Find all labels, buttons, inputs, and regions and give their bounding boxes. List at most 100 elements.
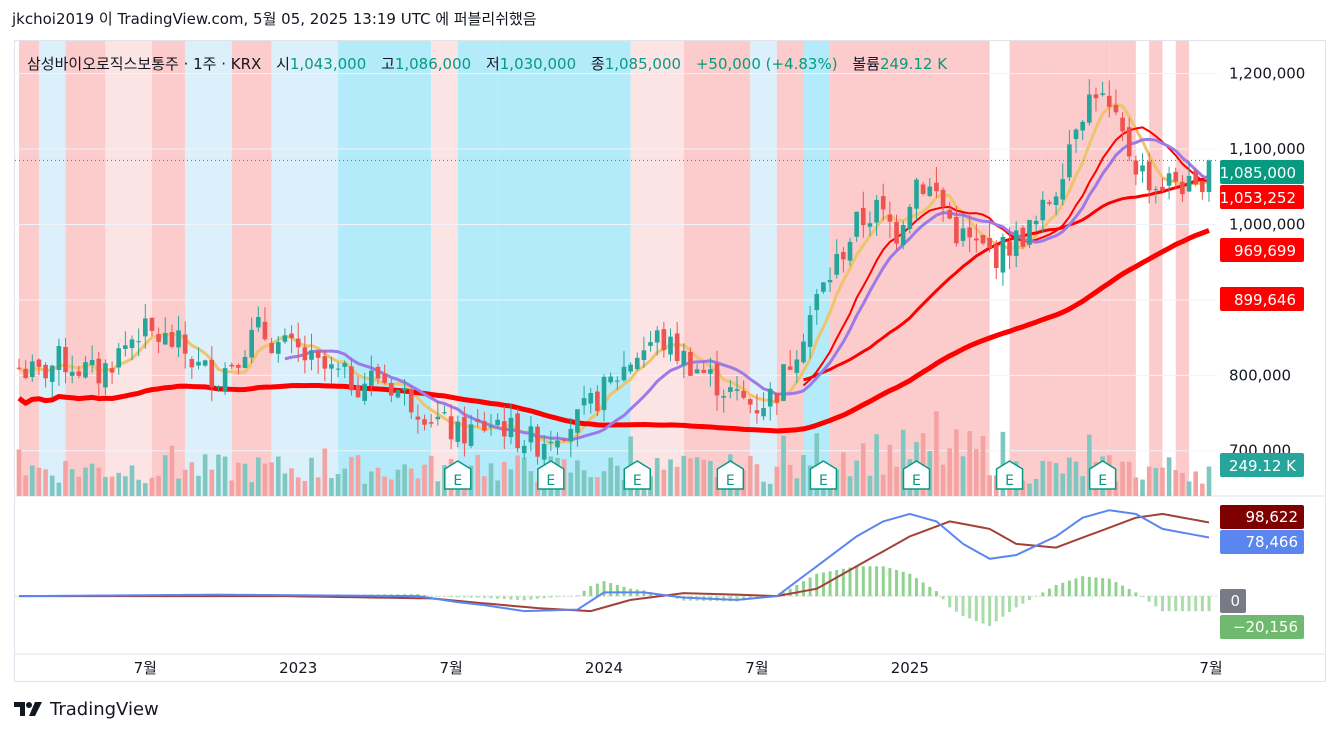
ma-purple-line	[284, 137, 1210, 442]
volume-bar	[1067, 457, 1072, 496]
candle-body	[149, 317, 155, 331]
legend-high-label: 고	[381, 55, 395, 73]
candle-body	[495, 419, 500, 426]
macd-histogram-bar	[981, 596, 985, 624]
volume-bar	[236, 462, 241, 496]
candle-body	[23, 368, 28, 379]
volume-bar	[256, 457, 261, 496]
macd-histogram-bar	[868, 566, 872, 597]
candle-body	[1106, 95, 1112, 107]
candle-body	[781, 364, 786, 401]
volume-bar	[1160, 467, 1165, 496]
earnings-marker[interactable]: E	[623, 460, 652, 490]
volume-bar	[142, 483, 148, 496]
macd-histogram-bar	[462, 596, 466, 598]
candle-body	[621, 366, 627, 381]
volume-bar	[302, 480, 308, 496]
earnings-icon	[623, 460, 652, 490]
candle-body	[528, 426, 534, 443]
volume-bar	[967, 431, 972, 496]
candle-body	[688, 352, 693, 376]
volume-bar	[282, 473, 288, 496]
volume-bar	[149, 477, 155, 496]
earnings-marker[interactable]: E	[716, 460, 745, 490]
volume-bar	[355, 455, 361, 496]
candle-body	[634, 357, 640, 370]
macd-histogram-bar	[542, 596, 546, 599]
volume-bar	[176, 478, 181, 496]
volume-bar	[435, 481, 441, 496]
macd-histogram-bar	[1154, 596, 1158, 607]
volume-bar	[1180, 473, 1185, 496]
earnings-marker[interactable]: E	[995, 460, 1024, 490]
volume-bar	[129, 465, 135, 496]
candle-body	[940, 189, 946, 207]
volume-bar	[49, 475, 55, 496]
candle-body	[448, 416, 454, 440]
candle-body	[302, 347, 308, 361]
candle-body	[1133, 160, 1139, 175]
candle-body	[289, 333, 294, 339]
candle-body	[801, 341, 806, 363]
macd-histogram-bar	[476, 596, 480, 598]
macd-histogram-bar	[974, 596, 978, 622]
volume-bar	[668, 459, 673, 496]
candle-body	[894, 221, 899, 244]
volume-bar	[335, 474, 341, 496]
candle-body	[123, 345, 128, 349]
volume-bar	[947, 448, 953, 496]
price-badge: 1,053,252	[1220, 185, 1304, 209]
macd-histogram-bar	[888, 568, 892, 597]
macd-histogram-bar	[449, 596, 453, 598]
earnings-marker[interactable]: E	[1088, 460, 1117, 490]
earnings-marker[interactable]: E	[809, 460, 838, 490]
macd-badge-bg	[1220, 615, 1304, 639]
macd-histogram-bar	[808, 577, 812, 597]
candle-body	[794, 359, 800, 373]
candle-body	[1193, 170, 1199, 185]
background-band	[231, 41, 272, 496]
background-band	[151, 41, 186, 496]
background-band	[683, 41, 751, 496]
volume-bar	[515, 455, 520, 496]
earnings-marker[interactable]: E	[444, 460, 472, 490]
candle-body	[568, 428, 574, 442]
candle-body	[229, 364, 235, 367]
volume-bar	[322, 448, 328, 496]
macd-histogram-bar	[848, 567, 852, 597]
candle-body	[109, 368, 115, 373]
macd-histogram-bar	[502, 596, 506, 600]
earnings-marker[interactable]: E	[902, 460, 931, 490]
macd-histogram-bar	[602, 581, 606, 597]
candle-body	[1040, 199, 1046, 221]
earnings-label: E	[633, 473, 642, 489]
candle-body	[475, 419, 481, 422]
macd-histogram-bar	[1207, 596, 1211, 612]
macd-histogram-bar	[815, 573, 819, 597]
volume-bar	[801, 455, 806, 496]
legend-close-value: 1,085,000	[605, 55, 681, 73]
candle-body	[934, 182, 939, 192]
candle-body	[993, 244, 999, 268]
legend-high-value: 1,086,000	[395, 55, 471, 73]
volume-bar	[1166, 457, 1172, 496]
candle-body	[388, 383, 394, 396]
macd-histogram-bar	[482, 596, 486, 598]
volume-bar	[209, 469, 215, 496]
earnings-marker[interactable]: E	[537, 460, 565, 490]
volume-bar	[774, 466, 780, 496]
candle-body	[980, 235, 986, 244]
candle-body	[1186, 175, 1192, 192]
legend-change: +50,000 (+4.83%)	[696, 55, 838, 73]
macd-histogram-bar	[1174, 596, 1178, 612]
earnings-label: E	[819, 473, 828, 489]
macd-histogram-bar	[423, 595, 427, 597]
volume-bar	[23, 475, 28, 496]
macd-panel	[15, 509, 1217, 627]
volume-bar	[867, 475, 873, 496]
candle-body	[1067, 144, 1072, 178]
candle-body	[56, 346, 62, 370]
macd-histogram-bar	[509, 596, 513, 600]
